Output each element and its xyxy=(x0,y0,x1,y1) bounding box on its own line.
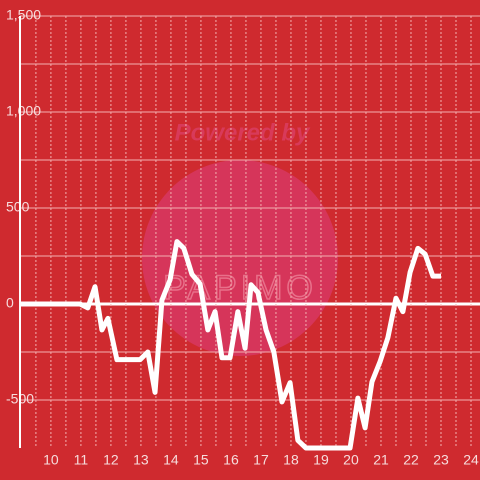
x-tick-label: 22 xyxy=(403,452,419,468)
x-tick-label: 13 xyxy=(133,452,149,468)
x-tick-label: 16 xyxy=(223,452,239,468)
watermark-logo: PAPIMO xyxy=(163,269,317,307)
x-tick-label: 12 xyxy=(103,452,119,468)
x-tick-label: 14 xyxy=(163,452,179,468)
x-tick-label: 24 xyxy=(463,452,479,468)
x-tick-label: 10 xyxy=(43,452,59,468)
y-tick-label: 1,000 xyxy=(6,103,41,119)
x-tick-label: 19 xyxy=(313,452,329,468)
y-tick-label: 0 xyxy=(6,295,14,311)
x-tick-label: 21 xyxy=(373,452,389,468)
y-tick-label: 500 xyxy=(6,199,30,215)
watermark-circle xyxy=(142,160,338,356)
x-tick-label: 23 xyxy=(433,452,449,468)
watermark: Powered by xyxy=(175,119,311,146)
x-tick-label: 11 xyxy=(74,452,89,468)
x-tick-label: 18 xyxy=(283,452,299,468)
x-tick-label: 17 xyxy=(253,452,269,468)
line xyxy=(20,239,441,451)
y-tick-label: 1,500 xyxy=(6,7,41,23)
x-tick-label: 20 xyxy=(343,452,359,468)
x-tick-label: 15 xyxy=(193,452,209,468)
